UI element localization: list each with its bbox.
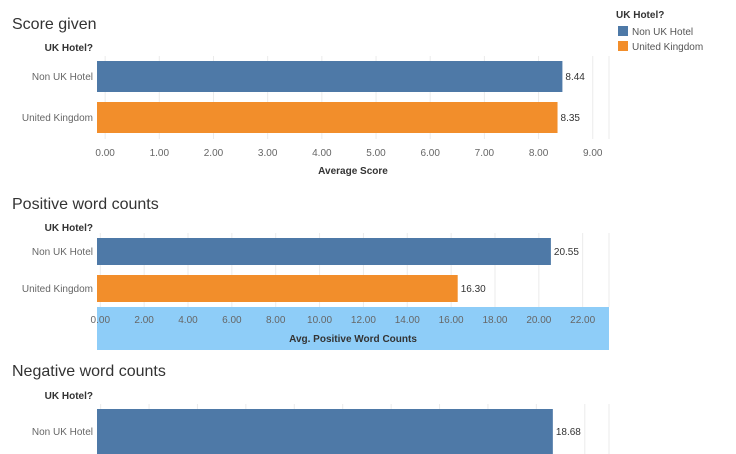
x-tick-label: 8.00 — [529, 148, 549, 159]
x-tick-label: 16.00 — [439, 315, 464, 326]
x-tick-label: 2.00 — [204, 148, 224, 159]
x-tick-label: 22.00 — [570, 315, 595, 326]
category-label: Non UK Hotel — [32, 247, 93, 258]
x-tick-label: 20.00 — [526, 315, 551, 326]
row-header: UK Hotel? — [45, 223, 93, 234]
category-label: United Kingdom — [22, 113, 93, 124]
bar-non-uk-hotel[interactable] — [97, 61, 563, 92]
value-label: 8.44 — [565, 72, 585, 83]
row-header: UK Hotel? — [45, 43, 93, 54]
x-tick-label: 0.00 — [95, 148, 115, 159]
x-tick-label: 12.00 — [351, 315, 376, 326]
bar-united-kingdom[interactable] — [97, 275, 458, 302]
legend-swatch-uk[interactable] — [618, 41, 628, 51]
color-legend[interactable]: UK Hotel? Non UK Hotel United Kingdom — [616, 10, 703, 53]
legend-label-uk[interactable]: United Kingdom — [632, 42, 703, 53]
chart-2: Positive word counts UK Hotel? Non UK Hote… — [12, 196, 610, 350]
value-label: 20.55 — [554, 247, 579, 258]
category-label: United Kingdom — [22, 284, 93, 295]
x-tick-label: 18.00 — [482, 315, 507, 326]
x-tick-label: 3.00 — [258, 148, 278, 159]
row-header: UK Hotel? — [45, 391, 93, 402]
value-label: 16.30 — [461, 284, 486, 295]
value-label: 8.35 — [561, 113, 581, 124]
x-axis-title: Average Score — [318, 166, 388, 177]
chart-1: Score given UK Hotel? Non UK Hotel 8.44 Unit… — [12, 16, 610, 177]
x-tick-label: 1.00 — [150, 148, 170, 159]
x-tick-label: 8.00 — [266, 315, 286, 326]
x-tick-label: 2.00 — [134, 315, 154, 326]
x-tick-label: 4.00 — [178, 315, 198, 326]
legend-title: UK Hotel? — [616, 10, 664, 21]
chart-title: Negative word counts — [12, 363, 166, 380]
bar-non-uk-hotel[interactable] — [97, 238, 551, 265]
category-label: Non UK Hotel — [32, 427, 93, 438]
chart-3: Negative word counts UK Hotel? Non UK Hote… — [12, 363, 610, 454]
category-label: Non UK Hotel — [32, 72, 93, 83]
x-tick-label: 6.00 — [420, 148, 440, 159]
x-tick-label: 14.00 — [395, 315, 420, 326]
bar-united-kingdom[interactable] — [97, 102, 558, 133]
x-axis-title: Avg. Positive Word Counts — [289, 334, 417, 345]
axis-highlight-band — [97, 307, 609, 350]
x-tick-label: 0.00 — [91, 315, 111, 326]
x-tick-label: 5.00 — [366, 148, 386, 159]
x-tick-label: 4.00 — [312, 148, 332, 159]
bar-non-uk-hotel[interactable] — [97, 409, 553, 454]
x-tick-label: 10.00 — [307, 315, 332, 326]
x-tick-label: 9.00 — [583, 148, 603, 159]
x-tick-label: 6.00 — [222, 315, 242, 326]
legend-label-non-uk[interactable]: Non UK Hotel — [632, 27, 693, 38]
value-label: 18.68 — [556, 427, 581, 438]
chart-title: Positive word counts — [12, 196, 159, 213]
charts-root: Score given UK Hotel? Non UK Hotel 8.44 Unit… — [12, 16, 610, 454]
x-tick-label: 7.00 — [475, 148, 495, 159]
legend-swatch-non-uk[interactable] — [618, 26, 628, 36]
chart-title: Score given — [12, 16, 97, 33]
